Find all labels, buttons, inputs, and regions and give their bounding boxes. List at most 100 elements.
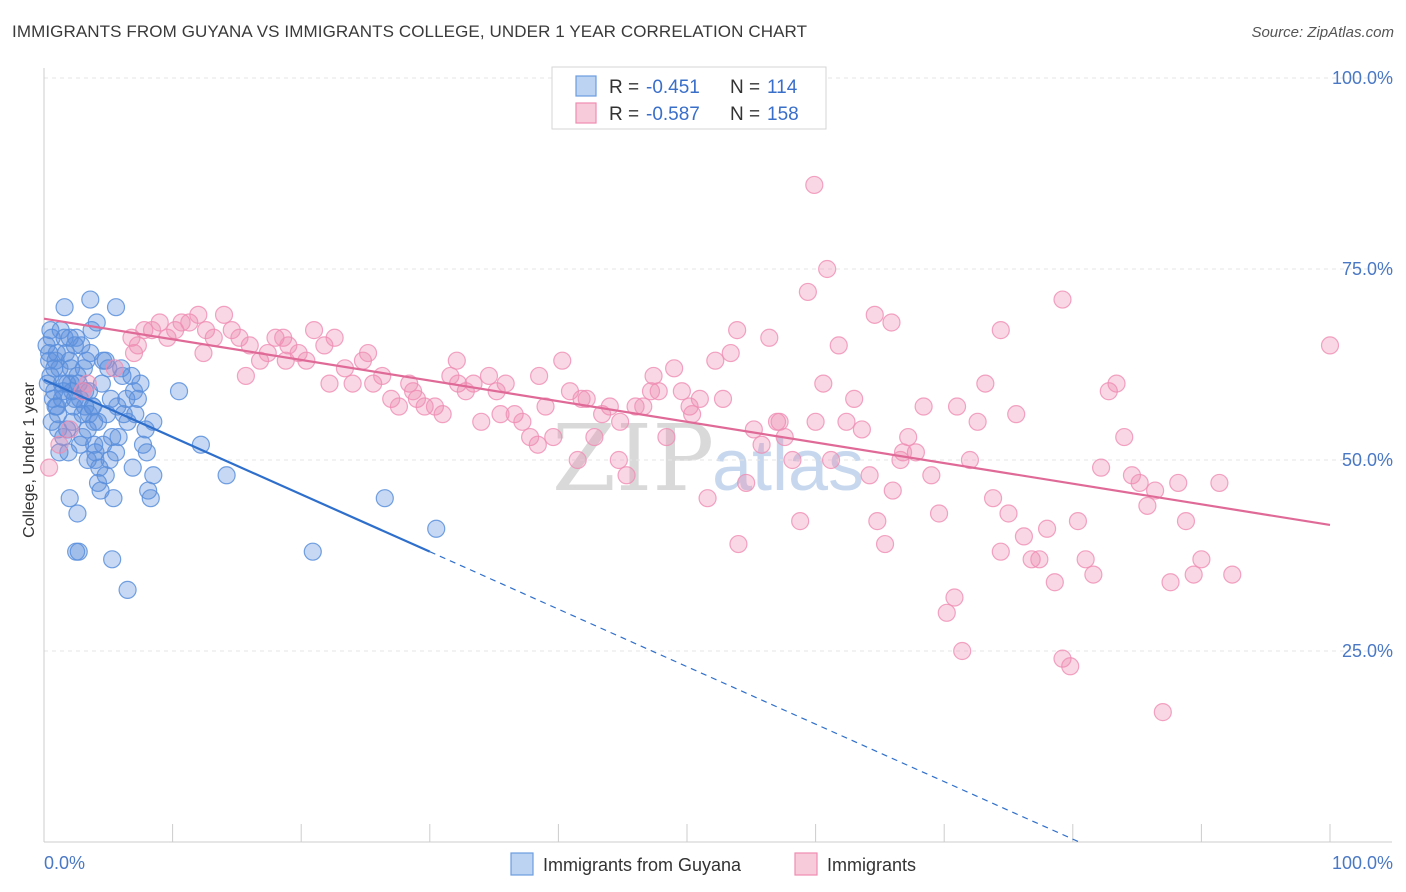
point-immigrants [214, 305, 234, 324]
point-immigrants [829, 336, 848, 355]
point-immigrants [882, 313, 901, 332]
point-immigrants [544, 427, 563, 447]
point-immigrants [737, 473, 756, 493]
point-immigrants [744, 420, 763, 439]
point-immigrants [325, 328, 344, 347]
point-immigrants [496, 374, 515, 393]
trendline-immigrants [43, 317, 1331, 527]
point-immigrants [634, 397, 653, 416]
point-immigrants [665, 359, 684, 378]
point-immigrants [40, 458, 59, 477]
point-guyana [46, 351, 65, 370]
point-guyana [101, 389, 120, 408]
point-immigrants [1022, 550, 1041, 569]
bottom-legend: Immigrants from Guyana Immigrants [510, 852, 916, 876]
point-immigrants [553, 351, 572, 370]
trendline-guyana-extension [429, 551, 1080, 843]
chart-title: IMMIGRANTS FROM GUYANA VS IMMIGRANTS COL… [12, 22, 808, 41]
point-immigrants [315, 336, 334, 355]
point-immigrants [1053, 290, 1072, 309]
point-immigrants [960, 450, 980, 470]
point-immigrants [649, 382, 668, 401]
point-immigrants [644, 366, 663, 386]
point-immigrants [1138, 496, 1157, 515]
point-guyana [124, 382, 144, 401]
point-immigrants [1223, 565, 1242, 584]
point-immigrants [937, 603, 956, 622]
point-immigrants [60, 420, 79, 439]
point-immigrants [358, 343, 378, 363]
point-immigrants [1037, 519, 1057, 538]
point-immigrants [609, 450, 628, 470]
series-guyana-points [37, 290, 446, 599]
point-immigrants [472, 412, 491, 431]
point-guyana [141, 489, 160, 508]
point-immigrants [1184, 565, 1203, 584]
point-immigrants [818, 259, 837, 279]
point-guyana [85, 435, 104, 454]
point-guyana [50, 443, 69, 462]
point-immigrants [240, 336, 259, 355]
point-immigrants [976, 374, 995, 393]
y-tick-label: 75.0% [1342, 259, 1393, 279]
point-guyana [303, 542, 322, 561]
legend-n-label: N = [730, 104, 760, 125]
point-guyana [118, 580, 137, 599]
point-immigrants [1107, 374, 1126, 393]
bottom-legend-swatch-immigrants [794, 852, 818, 876]
point-guyana [41, 321, 60, 340]
point-immigrants [1068, 512, 1088, 531]
point-guyana [77, 351, 96, 370]
point-immigrants [1076, 550, 1095, 569]
point-immigrants [389, 397, 409, 416]
point-immigrants [1161, 573, 1180, 592]
point-immigrants [617, 466, 636, 485]
point-guyana [60, 328, 79, 347]
point-immigrants [1091, 458, 1111, 477]
point-immigrants [690, 389, 709, 408]
point-guyana [427, 519, 446, 538]
point-guyana [112, 359, 131, 378]
point-immigrants [425, 397, 445, 416]
point-guyana [68, 504, 87, 523]
point-guyana [42, 412, 61, 431]
point-immigrants [194, 343, 213, 363]
point-immigrants [1192, 550, 1211, 569]
point-immigrants [865, 305, 884, 324]
point-immigrants [204, 328, 223, 347]
point-immigrants [814, 374, 833, 393]
point-immigrants [1320, 336, 1340, 355]
legend-n-label: N = [730, 77, 760, 98]
y-tick-label: 100.0% [1332, 68, 1393, 88]
point-guyana [104, 489, 123, 508]
point-immigrants [222, 321, 241, 340]
point-immigrants [729, 534, 748, 554]
point-guyana [78, 450, 97, 470]
point-guyana [60, 489, 79, 508]
point-immigrants [713, 389, 733, 408]
watermark-atlas: atlas [712, 426, 864, 506]
point-immigrants [304, 321, 324, 340]
point-immigrants [1053, 649, 1072, 668]
y-tick-label: 50.0% [1342, 450, 1393, 470]
point-immigrants [1045, 573, 1064, 592]
point-immigrants [172, 313, 191, 332]
point-guyana [103, 427, 122, 447]
point-immigrants [150, 313, 169, 332]
point-immigrants [568, 450, 587, 470]
point-immigrants [530, 366, 549, 386]
point-immigrants [1007, 405, 1026, 424]
point-guyana [86, 443, 105, 462]
point-immigrants [1146, 481, 1165, 500]
legend-r-value-immigrants: -0.587 [646, 104, 700, 125]
trendline-guyana [43, 378, 431, 553]
point-immigrants [189, 305, 208, 324]
legend-swatch-guyana [575, 75, 597, 97]
point-immigrants [760, 328, 779, 347]
point-guyana [49, 405, 68, 424]
point-immigrants [626, 397, 645, 416]
point-immigrants [947, 397, 967, 416]
point-guyana [55, 298, 74, 317]
y-axis-label: College, Under 1 year [21, 382, 38, 538]
point-immigrants [706, 351, 725, 370]
